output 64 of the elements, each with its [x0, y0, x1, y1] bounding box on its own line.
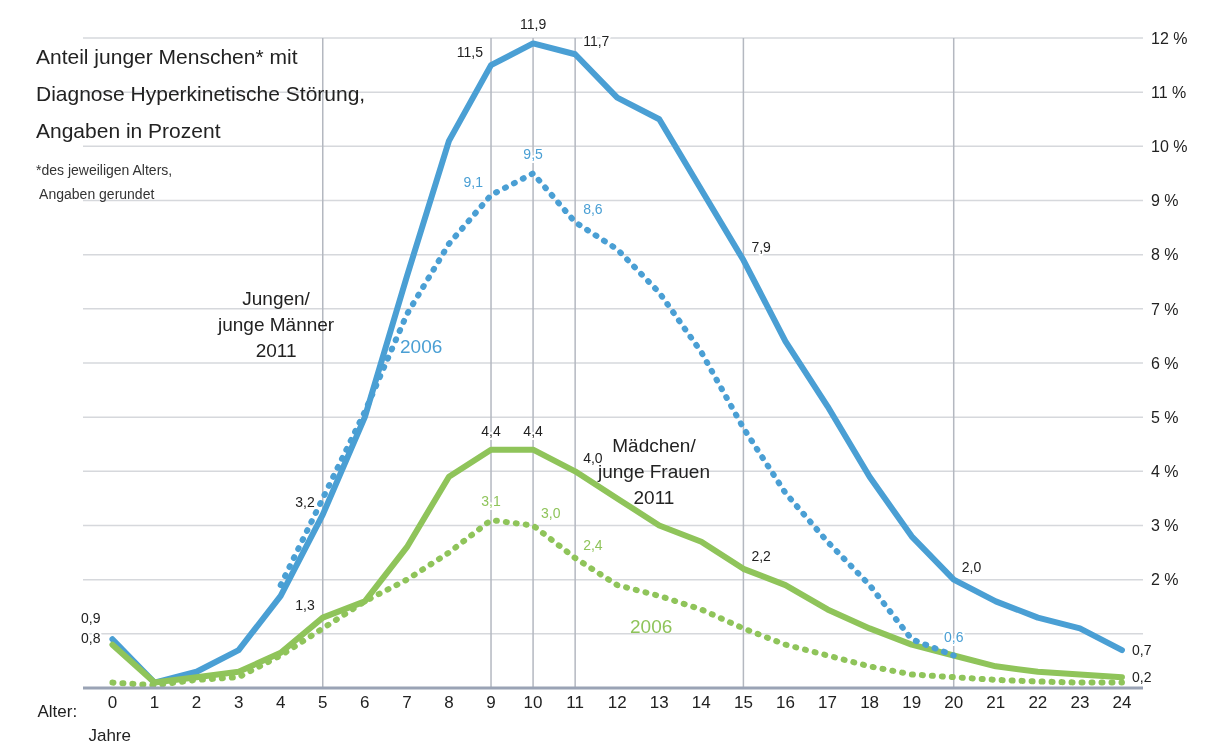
y-tick-label: 12 % [1151, 29, 1188, 47]
y-tick-label: 8 % [1151, 246, 1179, 264]
x-tick-label: 5 [318, 693, 328, 713]
x-tick-label: 11 [566, 693, 584, 713]
data-label: 4,4 [481, 422, 501, 439]
data-label: 0,6 [943, 628, 964, 645]
data-label: 0,9 [80, 610, 101, 627]
y-tick-label: 3 % [1151, 517, 1179, 535]
data-label: 9,1 [463, 174, 484, 191]
data-label: 2,4 [583, 537, 603, 553]
x-tick-label: 14 [691, 693, 711, 713]
x-tick-label: 16 [776, 693, 795, 713]
x-tick-label: 13 [649, 693, 669, 713]
text: Anteil junger Menschen* mit Diagnose Hyperkinetische Störung, Angaben in Prozent [36, 44, 366, 144]
x-tick-label: 24 [1112, 693, 1132, 713]
y-tick-label: 5 % [1151, 408, 1179, 426]
data-label: 9,5 [523, 146, 544, 163]
data-label: 0,2 [1131, 669, 1152, 686]
x-tick-label: 10 [523, 693, 543, 713]
x-tick-label: 15 [733, 693, 753, 713]
annotation: *des jeweiligen Alters, Angaben gerundet [36, 161, 173, 204]
data-label: 3,0 [541, 504, 561, 521]
y-tick-label: 10 % [1151, 138, 1188, 156]
x-tick-label: 18 [860, 693, 880, 713]
x-tick-label: 0 [107, 693, 118, 713]
x-tick-label: 4 [275, 693, 286, 713]
x-tick-label: 17 [818, 693, 837, 713]
x-tick-label: 21 [986, 693, 1006, 713]
x-tick-label: 1 [149, 693, 160, 713]
y-tick-label: 7 % [1151, 300, 1179, 318]
data-label: 11,7 [583, 33, 610, 50]
x-tick-label: 7 [402, 693, 412, 713]
series-label: 2006 [630, 615, 673, 639]
data-label: 3,2 [295, 493, 315, 510]
y-tick-label: 6 % [1151, 354, 1179, 372]
x-tick-label: 6 [360, 693, 370, 713]
text: Jungen/ junge Männer 2011 [218, 287, 335, 363]
x-tick-label: 2 [191, 693, 202, 713]
data-label: 4,4 [523, 422, 544, 439]
x-tick-label: 9 [486, 693, 496, 713]
y-tick-label: 4 % [1151, 463, 1179, 481]
series-label: 2006 [400, 335, 443, 359]
y-tick-label: 2 % [1151, 571, 1179, 589]
y-tick-label: 9 % [1151, 192, 1179, 210]
x-tick-label: 8 [444, 693, 454, 713]
data-label: 11,9 [519, 16, 547, 33]
data-label: 3,1 [481, 493, 501, 510]
data-label: 1,3 [295, 596, 315, 613]
x-tick-label: 3 [233, 693, 244, 713]
data-label: 11,5 [456, 44, 484, 61]
x-tick-label: 12 [607, 693, 627, 713]
x-tick-label: 22 [1028, 693, 1048, 713]
x-axis-title: Alter: [37, 702, 78, 722]
data-label: 7,9 [751, 239, 772, 256]
data-label: 2,2 [751, 547, 772, 564]
y-tick-label: 11 % [1151, 83, 1187, 101]
data-label: 0,8 [80, 629, 101, 646]
data-label: 2,0 [961, 558, 982, 575]
x-tick-label: 23 [1070, 693, 1090, 713]
x-tick-label: 19 [902, 693, 922, 713]
data-label: 8,6 [583, 201, 603, 218]
x-tick-label: 20 [944, 693, 964, 713]
data-label: 0,7 [1131, 642, 1152, 659]
text: Jahre [88, 726, 131, 746]
